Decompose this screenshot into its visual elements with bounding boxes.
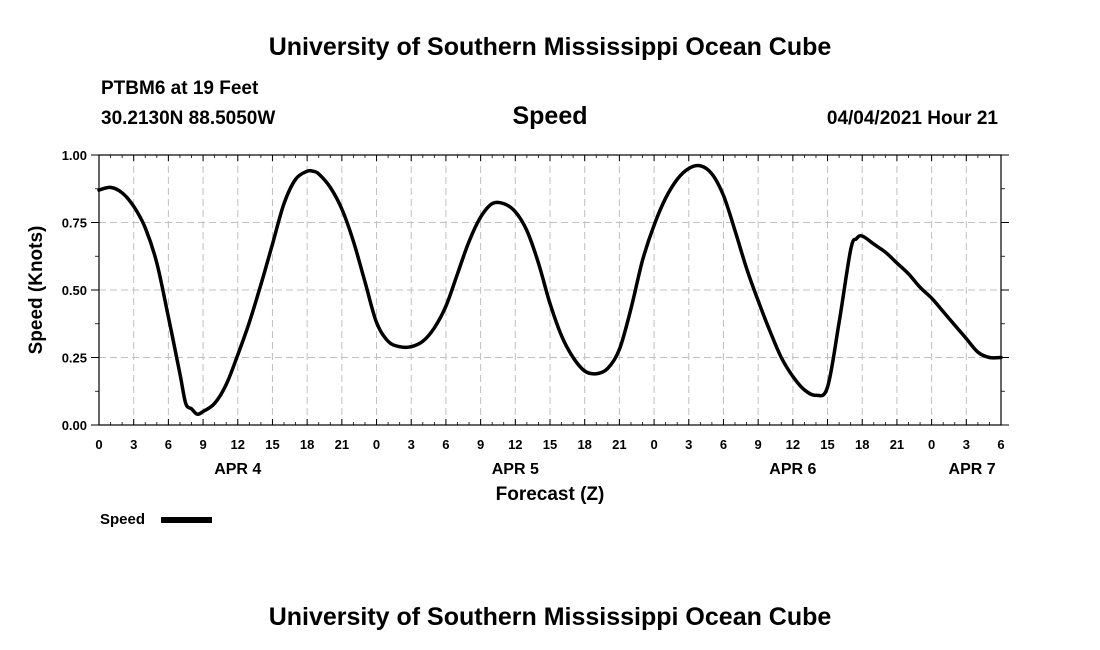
- series-line-speed: [97, 163, 1003, 417]
- y-tick-label: 0.75: [62, 216, 87, 231]
- x-tick-label: 9: [477, 437, 484, 452]
- x-tick-label: 6: [442, 437, 449, 452]
- tick-labels: 0 3 6 9 12 15 18 21 0 3 6 9 12 15 18 21 0 3 6 9 12 15 18 21 0 3 6 0…: [62, 148, 1005, 478]
- datetime-label: 04/04/2021 Hour 21: [827, 108, 999, 129]
- x-tick-label: 9: [199, 437, 206, 452]
- x-tick-label: 6: [720, 437, 727, 452]
- x-tick-label: 21: [335, 437, 349, 452]
- x-tick-label: 3: [408, 437, 415, 452]
- x-tick-label: 21: [890, 437, 904, 452]
- station-label: PTBM6 at 19 Feet: [101, 78, 259, 99]
- x-tick-label: 18: [577, 437, 591, 452]
- x-tick-label: 3: [963, 437, 970, 452]
- y-axis-label: Speed (Knots): [26, 226, 47, 355]
- axis-ticks: [91, 154, 1009, 426]
- x-tick-label: 15: [820, 437, 834, 452]
- coordinates-label: 30.2130N 88.5050W: [101, 108, 275, 129]
- y-tick-label: 0.00: [62, 418, 87, 433]
- x-tick-label: 3: [130, 437, 137, 452]
- x-tick-label: 3: [685, 437, 692, 452]
- y-tick-label: 0.50: [62, 283, 87, 298]
- x-tick-label: 12: [231, 437, 245, 452]
- x-tick-label: 0: [650, 437, 657, 452]
- page-title-bottom: University of Southern Mississippi Ocean…: [269, 603, 832, 631]
- legend-label: Speed: [100, 511, 145, 528]
- y-tick-label: 0.25: [62, 351, 87, 366]
- x-tick-label: 18: [300, 437, 314, 452]
- y-tick-label: 1.00: [62, 148, 87, 163]
- x-axis-label: Forecast (Z): [496, 484, 605, 505]
- x-tick-label: 21: [612, 437, 626, 452]
- legend-swatch: [161, 517, 212, 523]
- x-tick-label: 15: [543, 437, 557, 452]
- day-label: APR 5: [492, 461, 539, 478]
- x-tick-label: 0: [95, 437, 102, 452]
- x-tick-label: 12: [786, 437, 800, 452]
- day-label: APR 6: [769, 461, 816, 478]
- x-tick-label: 0: [928, 437, 935, 452]
- x-tick-label: 6: [165, 437, 172, 452]
- x-tick-label: 6: [997, 437, 1004, 452]
- x-tick-label: 0: [373, 437, 380, 452]
- chart-title: Speed: [512, 102, 587, 130]
- x-tick-label: 18: [855, 437, 869, 452]
- x-tick-label: 15: [265, 437, 279, 452]
- day-label: APR 7: [949, 461, 996, 478]
- x-tick-label: 9: [755, 437, 762, 452]
- page-title-top: University of Southern Mississippi Ocean…: [269, 33, 832, 61]
- grid: [99, 155, 1001, 425]
- x-tick-label: 12: [508, 437, 522, 452]
- day-label: APR 4: [214, 461, 261, 478]
